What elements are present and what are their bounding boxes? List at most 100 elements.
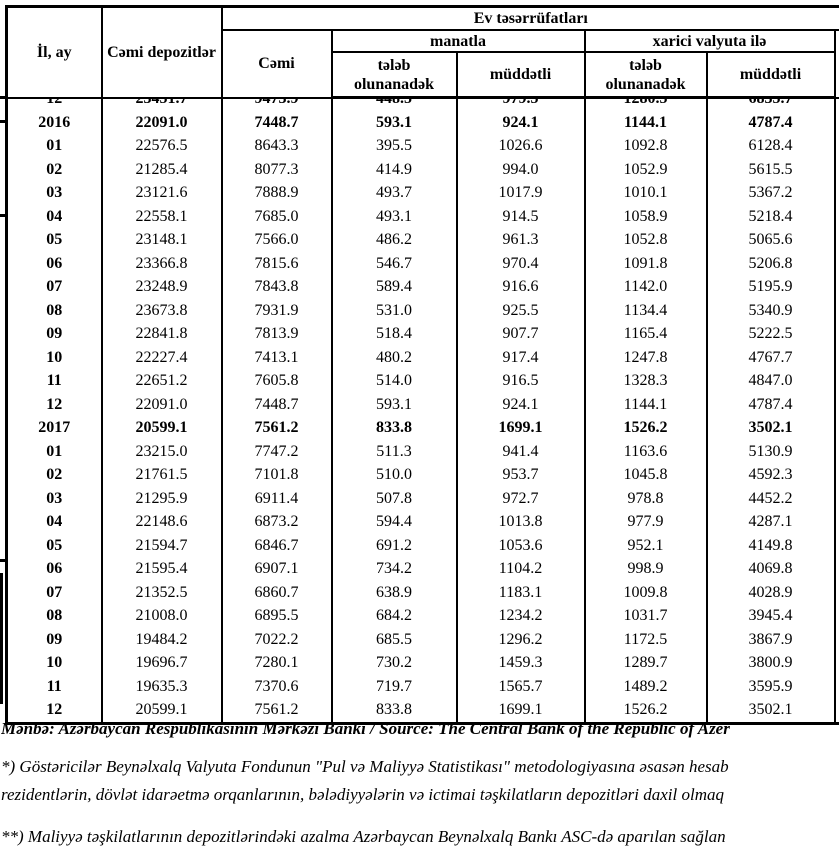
- value-cell: 593.1: [330, 393, 458, 417]
- value-cell: 5222.5: [705, 322, 836, 346]
- value-cell: 916.6: [455, 275, 586, 299]
- header-group-foreign-currency: xarici valyuta ilə: [583, 29, 836, 53]
- table-row: 03 23121.6 7888.9 493.7 1017.9 1010.1 5367.2: [5, 181, 839, 205]
- table-row: 01 22576.5 8643.3 395.5 1026.6 1092.8 6128.4: [5, 134, 839, 158]
- sliver-cell: [833, 604, 839, 628]
- header-term-fx: müddətli: [705, 51, 836, 99]
- value-cell: 1052.9: [583, 158, 708, 182]
- value-cell: 7448.7: [220, 393, 333, 417]
- period-cell: 04: [5, 205, 103, 229]
- value-cell: 998.9: [583, 557, 708, 581]
- value-cell: 6907.1: [220, 557, 333, 581]
- period-cell: 12: [5, 698, 103, 724]
- value-cell: 7566.0: [220, 228, 333, 252]
- value-cell: 4069.8: [705, 557, 836, 581]
- sliver-cell: [833, 134, 839, 158]
- period-cell: 2017: [5, 416, 103, 440]
- value-cell: 4787.4: [705, 111, 836, 135]
- table-row: 05 23148.1 7566.0 486.2 961.3 1052.8 5065.6: [5, 228, 839, 252]
- sliver-cell: [833, 346, 839, 370]
- table-row: 02 21761.5 7101.8 510.0 953.7 1045.8 4592.3: [5, 463, 839, 487]
- value-cell: 23148.1: [100, 228, 223, 252]
- edge-tick: [0, 120, 7, 123]
- table-row: 11 22651.2 7605.8 514.0 916.5 1328.3 4847.0: [5, 369, 839, 393]
- value-cell: 22841.8: [100, 322, 223, 346]
- value-cell: 5195.9: [705, 275, 836, 299]
- table-row: 09 22841.8 7813.9 518.4 907.7 1165.4 5222.5: [5, 322, 839, 346]
- value-cell: 19484.2: [100, 628, 223, 652]
- table-row: 04 22148.6 6873.2 594.4 1013.8 977.9 4287.1: [5, 510, 839, 534]
- value-cell: 3800.9: [705, 651, 836, 675]
- value-cell: 22091.0: [100, 111, 223, 135]
- period-cell: 10: [5, 651, 103, 675]
- value-cell: 4149.8: [705, 534, 836, 558]
- table-row: 05 21594.7 6846.7 691.2 1053.6 952.1 4149.8: [5, 534, 839, 558]
- value-cell: 977.9: [583, 510, 708, 534]
- value-cell: 684.2: [330, 604, 458, 628]
- value-cell: 6860.7: [220, 581, 333, 605]
- deposits-table: İl, ay Cəmi depozitlər Ev təsərrüfatları…: [5, 5, 839, 725]
- value-cell: 730.2: [330, 651, 458, 675]
- sliver-cell: [833, 97, 839, 111]
- value-cell: 1053.6: [455, 534, 586, 558]
- value-cell: 518.4: [330, 322, 458, 346]
- footnote-2-line-1: **) Maliyyə təşkilatlarının depozitlərin…: [1, 827, 726, 846]
- value-cell: 5367.2: [705, 181, 836, 205]
- value-cell: 493.7: [330, 181, 458, 205]
- value-cell: 1013.8: [455, 510, 586, 534]
- value-cell: 952.1: [583, 534, 708, 558]
- value-cell: 1165.4: [583, 322, 708, 346]
- period-cell: 08: [5, 299, 103, 323]
- value-cell: 507.8: [330, 487, 458, 511]
- period-cell: 11: [5, 675, 103, 699]
- sliver-cell: [833, 181, 839, 205]
- value-cell: 1247.8: [583, 346, 708, 370]
- period-cell: 02: [5, 158, 103, 182]
- value-cell: 414.9: [330, 158, 458, 182]
- header-sliver: [833, 29, 839, 99]
- value-cell: 1104.2: [455, 557, 586, 581]
- value-cell: 4787.4: [705, 393, 836, 417]
- value-cell: 1328.3: [583, 369, 708, 393]
- value-cell: 1526.2: [583, 698, 708, 724]
- value-cell: 970.4: [455, 252, 586, 276]
- value-cell: 1144.1: [583, 111, 708, 135]
- header-year-month: İl, ay: [5, 5, 103, 99]
- table-row: 07 23248.9 7843.8 589.4 916.6 1142.0 5195.9: [5, 275, 839, 299]
- value-cell: 5615.5: [705, 158, 836, 182]
- header-demand-fx: tələb olunanadək: [583, 51, 708, 99]
- table-row: 09 19484.2 7022.2 685.5 1296.2 1172.5 3867.9: [5, 628, 839, 652]
- value-cell: 21595.4: [100, 557, 223, 581]
- value-cell: 19635.3: [100, 675, 223, 699]
- value-cell: 7747.2: [220, 440, 333, 464]
- value-cell: 4028.9: [705, 581, 836, 605]
- sliver-cell: [833, 534, 839, 558]
- value-cell: 1017.9: [455, 181, 586, 205]
- value-cell: 6128.4: [705, 134, 836, 158]
- value-cell: 1009.8: [583, 581, 708, 605]
- value-cell: 20599.1: [100, 698, 223, 724]
- value-cell: 486.2: [330, 228, 458, 252]
- value-cell: 7413.1: [220, 346, 333, 370]
- value-cell: 21594.7: [100, 534, 223, 558]
- value-cell: 7101.8: [220, 463, 333, 487]
- value-cell: 979.5: [455, 97, 586, 111]
- period-cell: 2016: [5, 111, 103, 135]
- value-cell: 23248.9: [100, 275, 223, 299]
- value-cell: 961.3: [455, 228, 586, 252]
- value-cell: 22091.0: [100, 393, 223, 417]
- value-cell: 1526.2: [583, 416, 708, 440]
- header-demand-manat: tələb olunanadək: [330, 51, 458, 99]
- sliver-cell: [833, 675, 839, 699]
- value-cell: 734.2: [330, 557, 458, 581]
- value-cell: 531.0: [330, 299, 458, 323]
- sliver-cell: [833, 228, 839, 252]
- value-cell: 20599.1: [100, 416, 223, 440]
- edge-tick: [0, 214, 7, 217]
- table-row: 02 21285.4 8077.3 414.9 994.0 1052.9 5615.5: [5, 158, 839, 182]
- edge-bar: [0, 573, 3, 704]
- sliver-cell: [833, 252, 839, 276]
- table-row: 03 21295.9 6911.4 507.8 972.7 978.8 4452.2: [5, 487, 839, 511]
- value-cell: 994.0: [455, 158, 586, 182]
- value-cell: 510.0: [330, 463, 458, 487]
